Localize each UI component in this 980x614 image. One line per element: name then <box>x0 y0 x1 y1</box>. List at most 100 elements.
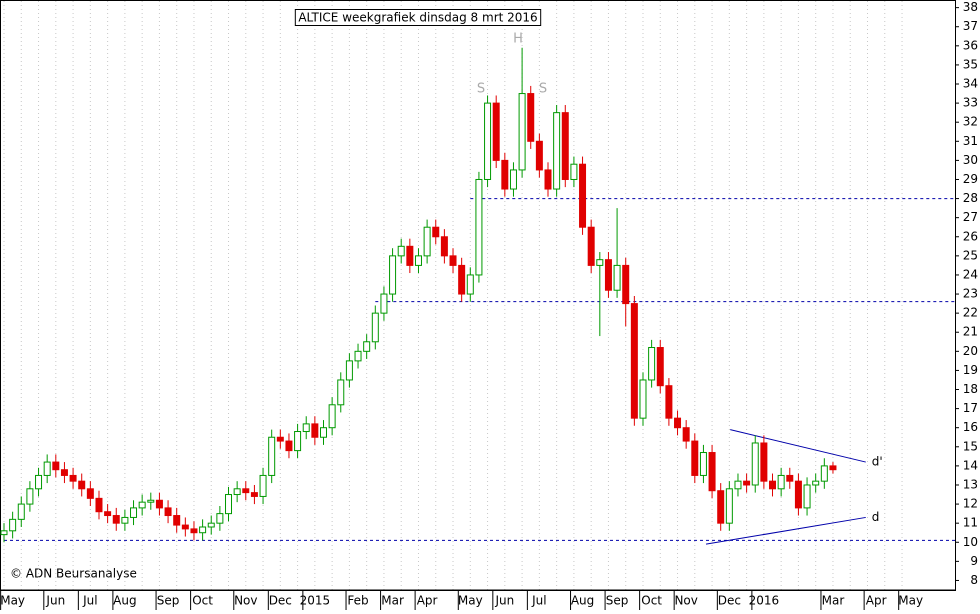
candle-body <box>328 404 336 429</box>
candle-body <box>104 511 112 517</box>
x-tick-label: Apr <box>417 594 438 608</box>
candle-body <box>60 469 68 476</box>
candle-body <box>345 360 353 381</box>
trendline-label: d' <box>872 455 883 469</box>
candle-body <box>0 530 8 536</box>
candle-body <box>604 259 612 291</box>
x-tick-label: Feb <box>347 594 368 608</box>
y-tick-label: 8 <box>970 573 978 587</box>
y-tick-label: 9 <box>970 554 978 568</box>
candle-body <box>820 465 828 482</box>
candle-body <box>769 480 777 490</box>
candle-body <box>35 474 43 490</box>
candle-body <box>535 140 543 171</box>
y-tick-label: 36 <box>963 38 978 52</box>
candle-body <box>319 427 327 438</box>
x-tick-label: Jul <box>531 594 546 608</box>
candle-body <box>302 423 310 433</box>
y-tick-label: 13 <box>963 477 978 491</box>
x-tick-label: Jun <box>494 594 514 608</box>
title-box <box>294 9 542 26</box>
x-tick-label: Aug <box>571 594 594 608</box>
y-tick-label: 24 <box>963 267 978 281</box>
candle-body <box>78 480 86 490</box>
y-tick-label: 14 <box>963 458 978 472</box>
candle-body <box>682 427 690 442</box>
candle-body <box>216 513 224 524</box>
candle-body <box>173 515 181 526</box>
y-tick-label: 38 <box>963 0 978 14</box>
candle-body <box>777 474 785 490</box>
y-tick-label: 26 <box>963 229 978 243</box>
candle-body <box>130 507 138 518</box>
candle-body <box>250 492 258 497</box>
y-tick-label: 20 <box>963 344 978 358</box>
candle-body <box>561 112 569 180</box>
candle-body <box>276 436 284 442</box>
y-tick-label: 30 <box>963 153 978 167</box>
x-tick-label: 2016 <box>749 594 780 608</box>
x-tick-label: Mar <box>381 594 404 608</box>
y-tick-label: 12 <box>963 497 978 511</box>
x-tick-label: Dec <box>269 594 292 608</box>
pattern-label: H <box>513 32 523 47</box>
candle-body <box>138 501 146 509</box>
candle-body <box>354 350 362 362</box>
x-tick-label: Nov <box>674 594 697 608</box>
candle-body <box>285 440 293 452</box>
candle-body <box>458 264 466 295</box>
chart-title: ALTICE weekgrafiek dinsdag 8 mrt 2016 <box>298 11 537 25</box>
candle-body <box>294 431 302 452</box>
x-tick-label: May <box>898 594 923 608</box>
x-tick-label: 2015 <box>300 594 331 608</box>
y-tick-label: 31 <box>963 134 978 148</box>
x-tick-label: Nov <box>234 594 257 608</box>
y-tick-label: 27 <box>963 210 978 224</box>
candle-body <box>147 499 155 503</box>
candle-body <box>414 255 422 266</box>
y-tick-label: 25 <box>963 248 978 262</box>
candle-body <box>155 499 163 509</box>
y-tick-label: 28 <box>963 191 978 205</box>
y-tick-label: 17 <box>963 401 978 415</box>
candle-body <box>674 417 682 429</box>
candle-body <box>190 528 198 534</box>
y-tick-label: 11 <box>963 516 978 530</box>
x-tick-label: Mar <box>822 594 845 608</box>
candle-body <box>52 461 60 471</box>
x-tick-label: Aug <box>113 594 136 608</box>
y-tick-label: 29 <box>963 172 978 186</box>
candle-body <box>242 488 250 494</box>
candle-body <box>501 159 509 190</box>
candle-body <box>397 245 405 257</box>
x-tick-label: Jul <box>82 594 97 608</box>
candle-body <box>708 452 716 492</box>
candle-body <box>648 347 656 381</box>
trendline-label: d <box>872 510 880 524</box>
candle-body <box>9 518 17 532</box>
candle-body <box>812 480 820 486</box>
candle-body <box>207 522 215 528</box>
x-tick-label: Sep <box>606 594 629 608</box>
candle-body <box>112 515 120 524</box>
y-tick-label: 15 <box>963 439 978 453</box>
trendline <box>705 516 866 545</box>
y-tick-label: 32 <box>963 115 978 129</box>
candle-body <box>518 93 526 171</box>
candle-body <box>86 488 94 499</box>
candle-body <box>656 347 664 387</box>
candle-body <box>225 494 233 515</box>
candle-body <box>492 102 500 161</box>
candle-body <box>380 293 388 314</box>
candle-body <box>786 474 794 482</box>
candle-body <box>233 488 241 496</box>
y-tick-label: 34 <box>963 77 978 91</box>
y-tick-label: 21 <box>963 325 978 339</box>
candle-body <box>509 169 517 190</box>
candle-body <box>449 255 457 266</box>
candle-body <box>553 112 561 190</box>
candle-body <box>26 488 34 505</box>
candle-body <box>121 516 129 524</box>
candle-body <box>665 385 673 419</box>
